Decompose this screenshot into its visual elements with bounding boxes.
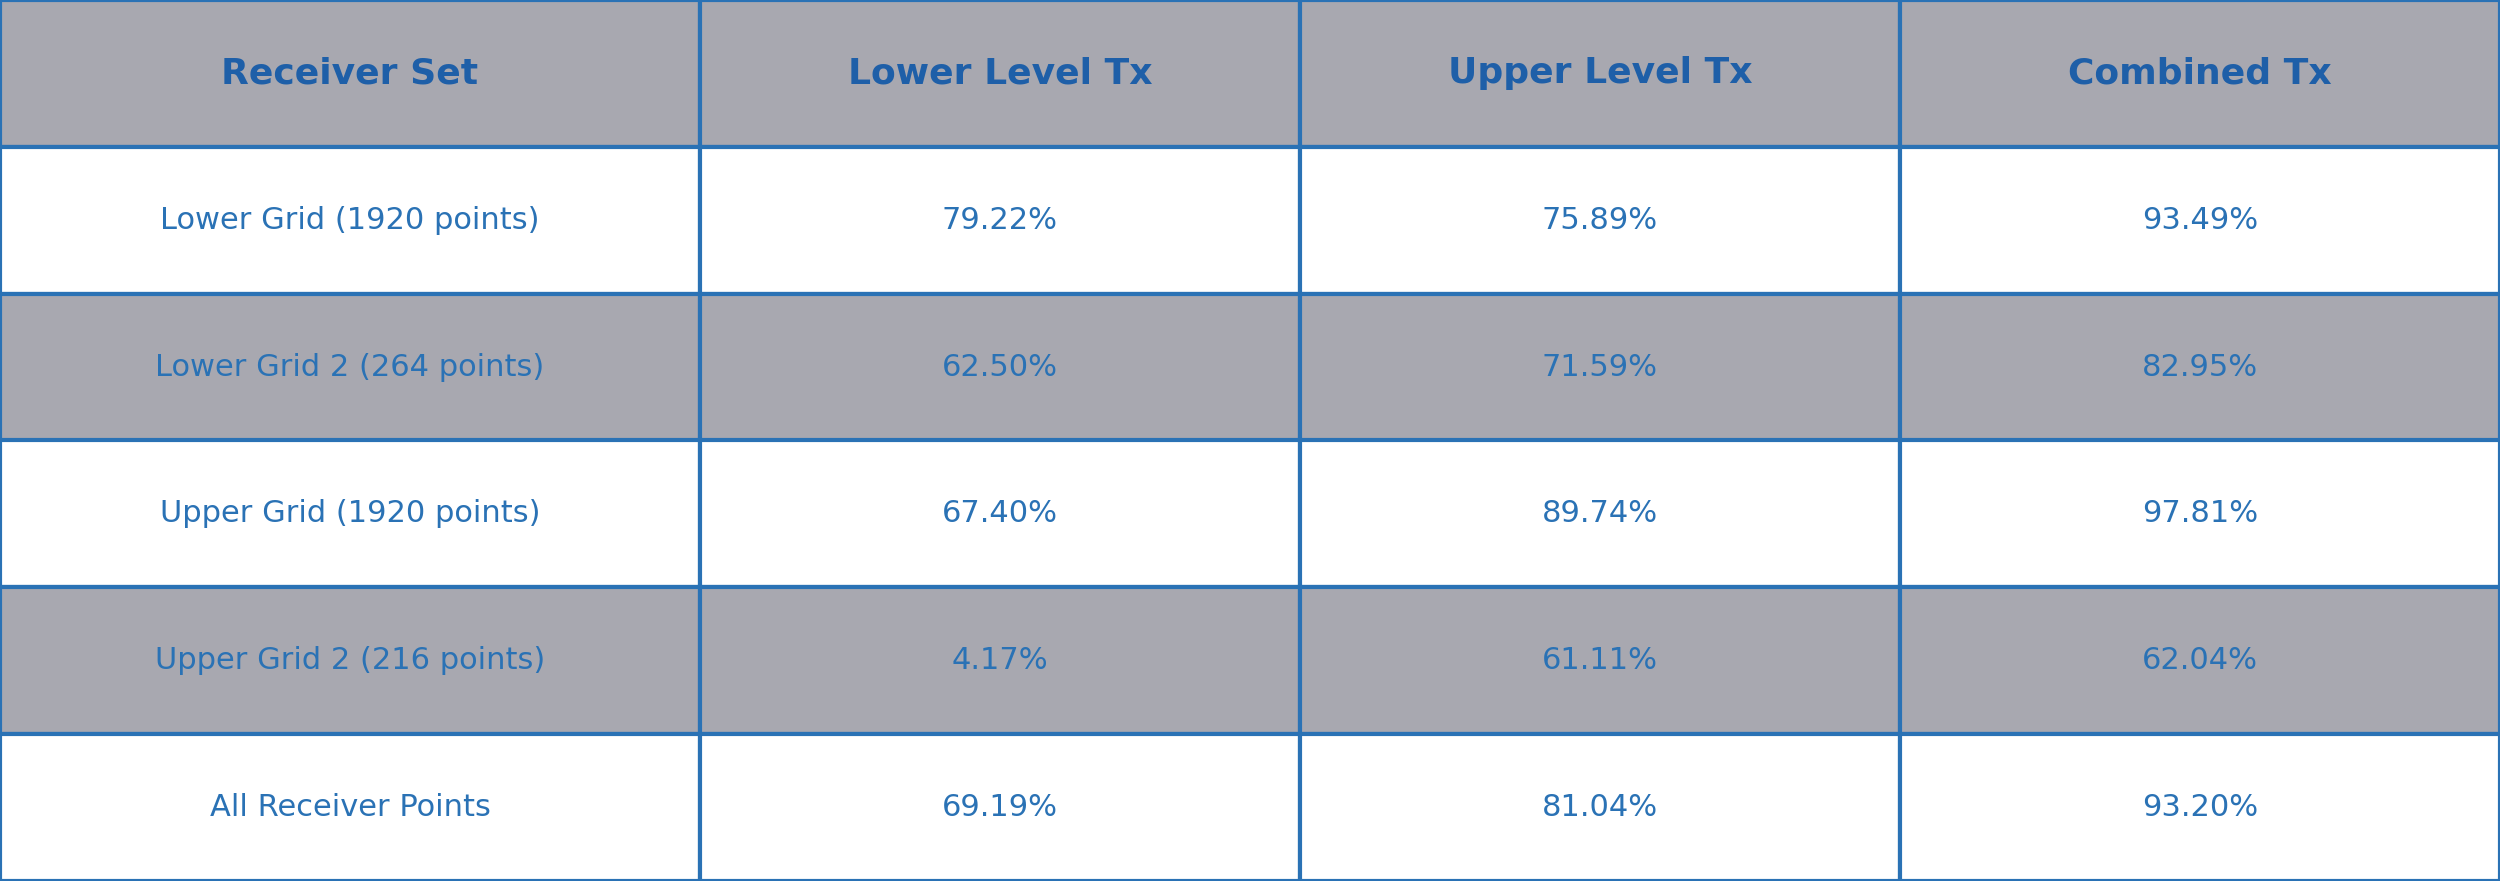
Bar bbox=[1900, 147, 2500, 293]
Bar bbox=[700, 293, 1300, 440]
Text: 69.19%: 69.19% bbox=[942, 793, 1058, 822]
Text: 93.49%: 93.49% bbox=[2142, 206, 2258, 234]
Text: Upper Grid (1920 points): Upper Grid (1920 points) bbox=[160, 500, 540, 529]
Text: Lower Grid (1920 points): Lower Grid (1920 points) bbox=[160, 206, 540, 234]
Bar bbox=[700, 440, 1300, 588]
Text: 89.74%: 89.74% bbox=[1542, 500, 1658, 529]
Text: 61.11%: 61.11% bbox=[1542, 647, 1658, 675]
Bar bbox=[1900, 734, 2500, 881]
Bar bbox=[0, 0, 700, 147]
Text: 97.81%: 97.81% bbox=[2142, 500, 2258, 529]
Bar bbox=[0, 293, 700, 440]
Bar bbox=[0, 440, 700, 588]
Bar bbox=[1300, 440, 1900, 588]
Bar bbox=[0, 588, 700, 734]
Text: 62.04%: 62.04% bbox=[2142, 647, 2258, 675]
Text: 93.20%: 93.20% bbox=[2142, 793, 2258, 822]
Bar bbox=[1900, 440, 2500, 588]
Bar bbox=[700, 0, 1300, 147]
Text: Lower Level Tx: Lower Level Tx bbox=[848, 56, 1152, 91]
Bar bbox=[700, 734, 1300, 881]
Text: 62.50%: 62.50% bbox=[942, 352, 1058, 381]
Text: Combined Tx: Combined Tx bbox=[2068, 56, 2332, 91]
Bar bbox=[1300, 588, 1900, 734]
Bar bbox=[1300, 734, 1900, 881]
Bar bbox=[0, 147, 700, 293]
Bar bbox=[1900, 0, 2500, 147]
Text: 4.17%: 4.17% bbox=[952, 647, 1048, 675]
Bar bbox=[1900, 293, 2500, 440]
Bar bbox=[1300, 147, 1900, 293]
Bar bbox=[1900, 588, 2500, 734]
Text: Lower Grid 2 (264 points): Lower Grid 2 (264 points) bbox=[155, 352, 545, 381]
Bar bbox=[700, 588, 1300, 734]
Bar bbox=[1300, 293, 1900, 440]
Text: Upper Level Tx: Upper Level Tx bbox=[1448, 56, 1752, 91]
Text: 71.59%: 71.59% bbox=[1542, 352, 1658, 381]
Bar bbox=[1300, 0, 1900, 147]
Text: Upper Grid 2 (216 points): Upper Grid 2 (216 points) bbox=[155, 647, 545, 675]
Text: 75.89%: 75.89% bbox=[1542, 206, 1658, 234]
Bar bbox=[700, 147, 1300, 293]
Text: 81.04%: 81.04% bbox=[1542, 793, 1658, 822]
Bar bbox=[0, 734, 700, 881]
Text: Receiver Set: Receiver Set bbox=[222, 56, 478, 91]
Text: 67.40%: 67.40% bbox=[942, 500, 1058, 529]
Text: 82.95%: 82.95% bbox=[2142, 352, 2258, 381]
Text: 79.22%: 79.22% bbox=[942, 206, 1058, 234]
Text: All Receiver Points: All Receiver Points bbox=[210, 793, 490, 822]
